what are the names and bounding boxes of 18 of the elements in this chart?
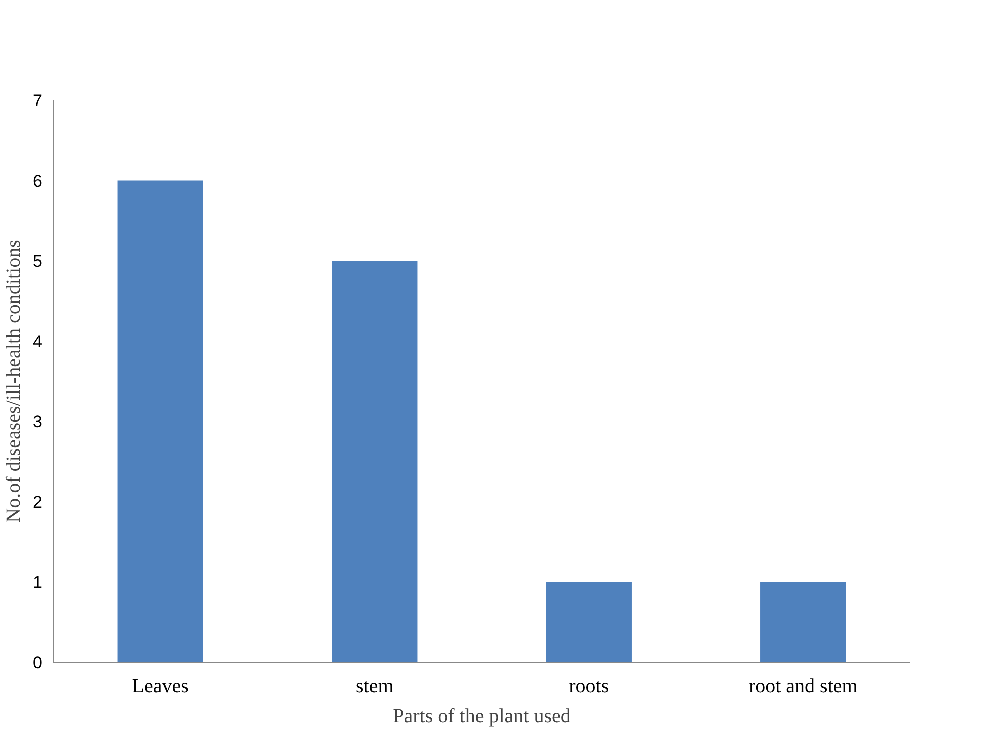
y-tick-label: 4	[33, 332, 43, 352]
y-axis-title: No.of diseases/ill-health conditions	[3, 240, 26, 523]
y-tick-label: 1	[33, 573, 43, 592]
bar	[546, 582, 632, 662]
bar	[332, 261, 418, 662]
y-tick-label: 7	[33, 92, 43, 110]
y-tick-label: 3	[33, 412, 43, 432]
x-tick-label: Leaves	[132, 676, 190, 698]
y-tick-label: 6	[33, 172, 43, 191]
x-tick-label: root and stem	[748, 676, 858, 698]
bar	[760, 582, 846, 662]
bar	[118, 180, 204, 662]
y-tick-label: 2	[33, 492, 43, 512]
x-axis-title: Parts of the plant used	[393, 706, 571, 728]
x-tick-label: roots	[569, 676, 610, 698]
y-tick-label: 5	[33, 252, 43, 272]
y-tick-label: 0	[33, 654, 43, 672]
x-tick-label: stem	[356, 676, 394, 698]
